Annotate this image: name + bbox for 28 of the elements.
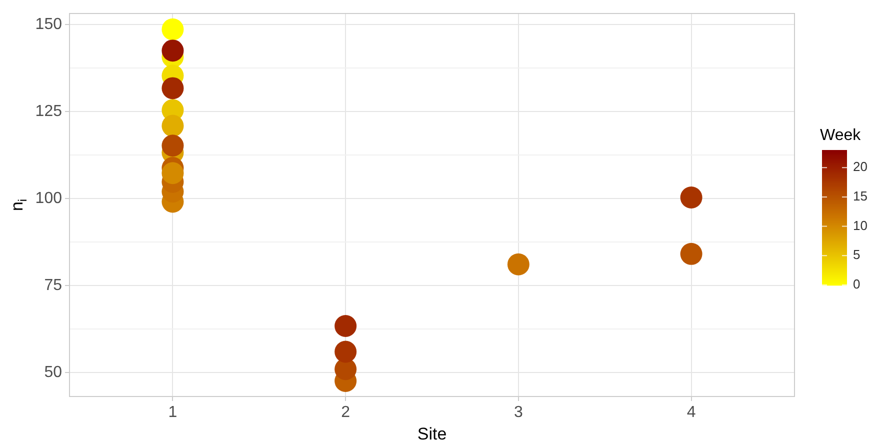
point [334, 340, 357, 363]
x-tick-label: 3 [514, 404, 523, 422]
point [162, 114, 184, 137]
x-axis-title: Site [417, 424, 447, 444]
color-bar-label: 10 [853, 218, 868, 233]
y-tick-label: 50 [44, 364, 62, 382]
y-axis-title: ni [8, 198, 30, 212]
color-bar-label: 15 [853, 188, 868, 204]
point [162, 77, 184, 100]
legend-title: Week [820, 127, 862, 144]
point [162, 162, 184, 184]
color-bar-label: 5 [853, 247, 860, 262]
point [680, 186, 702, 209]
color-bar-label: 20 [853, 159, 868, 174]
x-tick-label: 4 [686, 404, 696, 422]
y-tick-label: 125 [35, 102, 62, 120]
point [680, 242, 702, 265]
point [162, 18, 184, 40]
point [162, 134, 184, 157]
point [334, 314, 357, 337]
y-tick-label: 150 [35, 16, 62, 33]
color-bar-label: 0 [853, 276, 860, 292]
point [507, 253, 530, 276]
x-tick-label: 1 [168, 404, 178, 422]
x-tick-label: 2 [341, 404, 350, 422]
point [162, 40, 184, 62]
y-tick-label: 100 [35, 190, 62, 207]
y-tick-label: 75 [44, 277, 62, 294]
